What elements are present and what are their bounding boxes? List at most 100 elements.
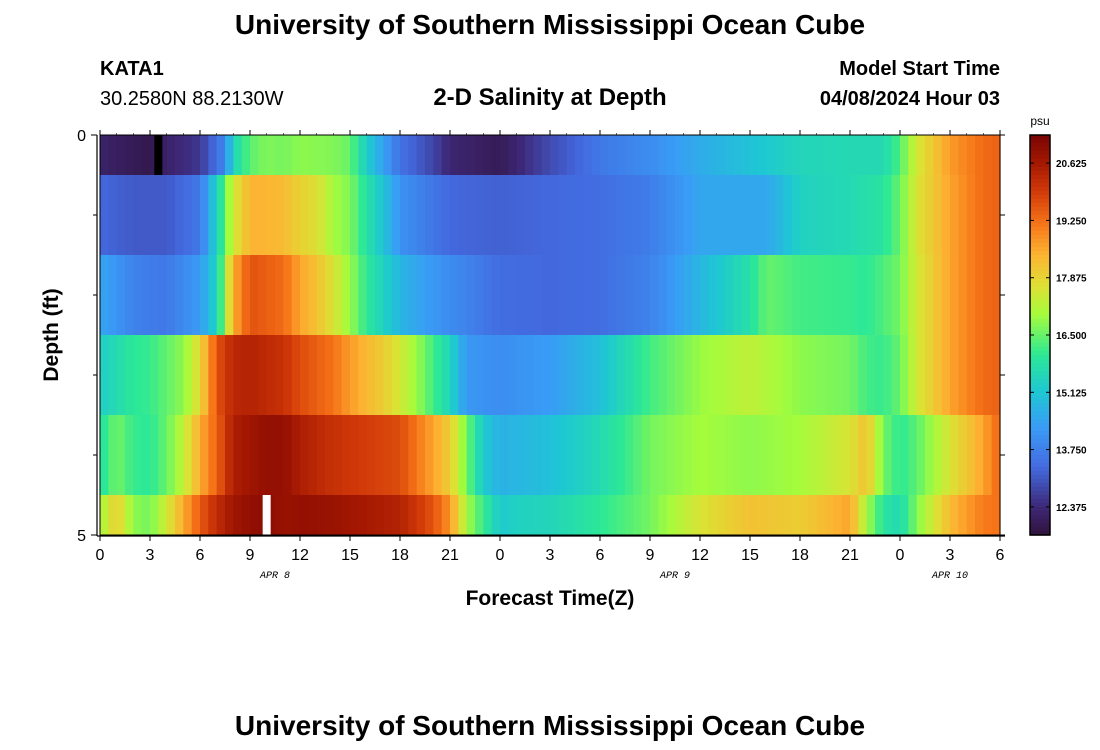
heatmap-cell xyxy=(858,495,868,536)
heatmap-cell xyxy=(500,255,509,336)
heatmap-cell xyxy=(775,335,784,416)
colorbar-swatch xyxy=(1030,167,1050,172)
heatmap-cell xyxy=(241,255,251,336)
heatmap-cell xyxy=(275,135,284,176)
heatmap-cell xyxy=(966,495,976,536)
colorbar-swatch xyxy=(1030,475,1050,480)
heatmap-cell xyxy=(675,415,684,496)
heatmap-cell xyxy=(983,415,993,496)
colorbar-swatch xyxy=(1030,431,1050,436)
heatmap-cell xyxy=(883,175,893,256)
y-tick-label: 5 xyxy=(77,528,86,545)
heatmap-cell xyxy=(550,495,559,536)
heatmap-cell xyxy=(958,495,968,536)
colorbar-tick-label: 19.250 xyxy=(1056,216,1087,227)
heatmap-cell xyxy=(216,255,226,336)
heatmap-cell xyxy=(900,335,909,416)
heatmap-cell xyxy=(458,415,468,496)
footer-title: University of Southern Mississippi Ocean… xyxy=(235,710,865,741)
colorbar-swatch xyxy=(1030,327,1050,332)
heatmap-cell xyxy=(633,135,643,176)
heatmap-cell xyxy=(566,415,576,496)
heatmap-cell xyxy=(741,495,751,536)
heatmap-cell xyxy=(458,135,468,176)
heatmap-cell xyxy=(525,495,534,536)
heatmap-cell xyxy=(858,175,868,256)
heatmap-cell xyxy=(366,135,376,176)
heatmap-cell xyxy=(200,335,209,416)
heatmap-cell xyxy=(900,495,909,536)
heatmap-cell xyxy=(216,415,226,496)
heatmap-cell xyxy=(466,415,476,496)
heatmap-cell xyxy=(575,335,584,416)
heatmap-cell xyxy=(666,175,676,256)
heatmap-cell xyxy=(958,175,968,256)
heatmap-cell xyxy=(766,255,776,336)
heatmap-cell xyxy=(458,335,468,416)
heatmap-cell xyxy=(941,495,951,536)
heatmap-cell xyxy=(541,135,551,176)
colorbar-swatch xyxy=(1030,299,1050,304)
heatmap-cell xyxy=(533,495,543,536)
heatmap-cell xyxy=(833,335,843,416)
heatmap-cell xyxy=(650,175,659,256)
heatmap-cell xyxy=(908,135,918,176)
heatmap-cell xyxy=(741,175,751,256)
heatmap-cell xyxy=(358,335,368,416)
heatmap-cell xyxy=(258,255,268,336)
heatmap-cell xyxy=(875,255,884,336)
heatmap-cell xyxy=(725,495,734,536)
depth-layer xyxy=(100,495,1001,536)
heatmap-cell xyxy=(433,495,443,536)
heatmap-cell xyxy=(583,135,593,176)
heatmap-cell xyxy=(758,415,768,496)
colorbar-swatch xyxy=(1030,375,1050,380)
heatmap-cell xyxy=(858,135,868,176)
heatmap-cell xyxy=(516,135,526,176)
colorbar-swatch xyxy=(1030,295,1050,300)
heatmap-cell xyxy=(966,255,976,336)
heatmap-cell xyxy=(883,135,893,176)
heatmap-cell xyxy=(733,135,743,176)
colorbar-swatch xyxy=(1030,527,1050,532)
y-axis-label: Depth (ft) xyxy=(40,288,63,381)
colorbar-swatch xyxy=(1030,271,1050,276)
colorbar-swatch xyxy=(1030,139,1050,144)
heatmap-cell xyxy=(300,415,309,496)
colorbar-swatch xyxy=(1030,191,1050,196)
colorbar-swatch xyxy=(1030,247,1050,252)
date-label: APR 9 xyxy=(659,571,690,582)
heatmap-cell xyxy=(100,255,109,336)
heatmap-cell xyxy=(308,135,318,176)
heatmap-cell xyxy=(158,495,168,536)
heatmap-cell xyxy=(841,495,851,536)
heatmap-cell xyxy=(750,255,759,336)
heatmap-cell xyxy=(291,255,301,336)
heatmap-cell xyxy=(775,135,784,176)
heatmap-cell xyxy=(391,415,401,496)
heatmap-cell xyxy=(300,135,309,176)
heatmap-cell xyxy=(400,135,409,176)
heatmap-cell xyxy=(450,415,459,496)
x-tick-label: 21 xyxy=(841,547,859,564)
heatmap-cell xyxy=(233,255,243,336)
heatmap-cell xyxy=(291,415,301,496)
heatmap-cell xyxy=(175,135,184,176)
heatmap-cell xyxy=(750,135,759,176)
heatmap-cell xyxy=(333,335,343,416)
depth-layer xyxy=(100,415,1001,496)
heatmap-cell xyxy=(508,335,518,416)
heatmap-cell xyxy=(458,255,468,336)
heatmap-cell xyxy=(783,335,793,416)
heatmap-cell xyxy=(833,175,843,256)
colorbar-swatch xyxy=(1030,163,1050,168)
heatmap-cell xyxy=(666,135,676,176)
heatmap-cell xyxy=(983,255,993,336)
heatmap-cell xyxy=(750,335,759,416)
heatmap-cell xyxy=(375,175,384,256)
heatmap-cell xyxy=(191,335,201,416)
heatmap-cell xyxy=(466,175,476,256)
heatmap-cell xyxy=(716,135,726,176)
colorbar-swatch xyxy=(1030,199,1050,204)
heatmap-cell xyxy=(341,175,351,256)
